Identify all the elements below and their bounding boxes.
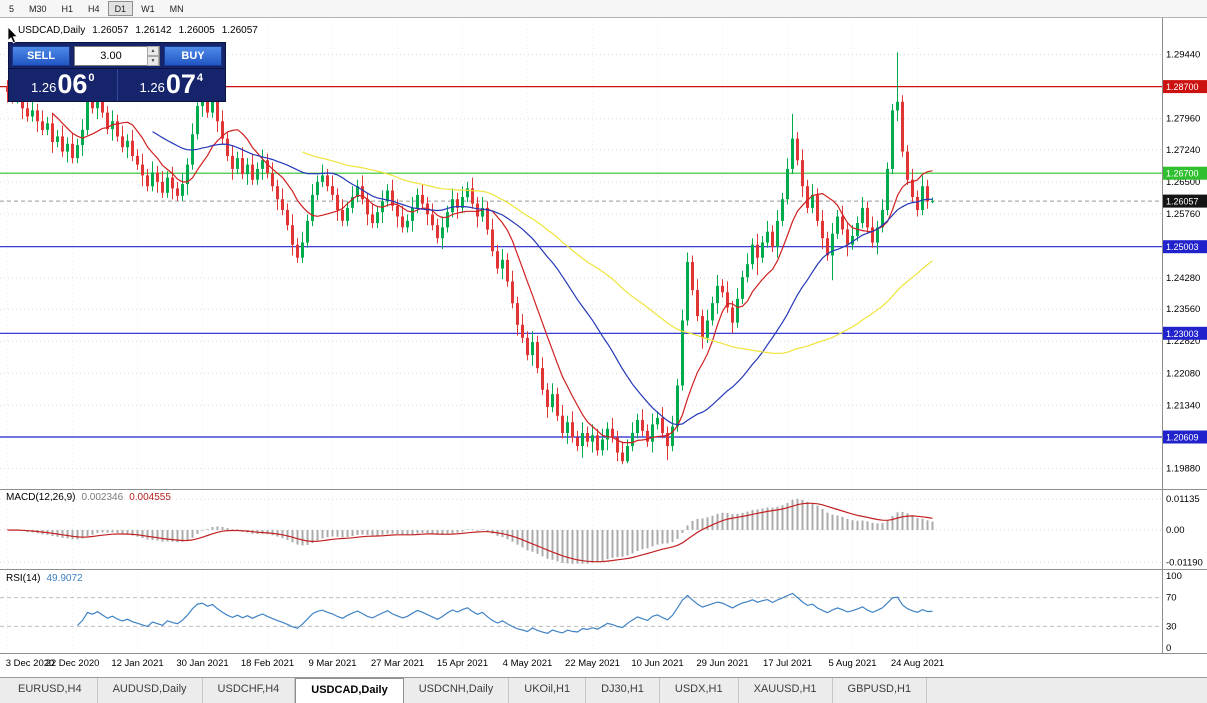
ohlc-high: 1.26142	[135, 25, 172, 36]
svg-text:1.28700: 1.28700	[1166, 82, 1199, 92]
candlesticks	[6, 52, 934, 465]
svg-text:9 Mar 2021: 9 Mar 2021	[308, 658, 356, 669]
timeframe-button-mn[interactable]: MN	[163, 1, 191, 16]
svg-text:12 Jan 2021: 12 Jan 2021	[111, 658, 163, 669]
chart-tab-dj30-h1[interactable]: DJ30,H1	[586, 678, 660, 703]
volume-decrease-button[interactable]: ▼	[147, 56, 159, 66]
timeframe-button-5[interactable]: 5	[2, 1, 21, 16]
rsi-title: RSI(14)	[6, 573, 41, 584]
chart-tab-bar: EURUSD,H4 AUDUSD,Daily USDCHF,H4 USDCAD,Dai…	[0, 677, 1207, 703]
ohlc-close: 1.26057	[221, 25, 258, 36]
sell-button[interactable]: SELL	[12, 46, 70, 66]
svg-text:30 Jan 2021: 30 Jan 2021	[176, 658, 228, 669]
chart-tab-eurusd-h4[interactable]: EURUSD,H4	[3, 678, 98, 703]
buy-price-pips: 07	[165, 69, 196, 99]
svg-text:1.29440: 1.29440	[1166, 50, 1200, 61]
rsi-pane-header: RSI(14) 49.9072	[6, 573, 83, 584]
chart-tab-usdchf-h4[interactable]: USDCHF,H4	[203, 678, 296, 703]
chart-tab-xauusd-h1[interactable]: XAUUSD,H1	[739, 678, 833, 703]
price-divider	[116, 69, 118, 101]
one-click-trading-panel: SELL ▲ ▼ BUY 1.26 06 0 1.26 07 4	[8, 42, 226, 102]
svg-text:4 May 2021: 4 May 2021	[503, 658, 553, 669]
svg-text:17 Jul 2021: 17 Jul 2021	[763, 658, 812, 669]
svg-text:1.26700: 1.26700	[1166, 169, 1199, 179]
buy-button[interactable]: BUY	[164, 46, 222, 66]
svg-text:1.27240: 1.27240	[1166, 145, 1200, 156]
svg-text:22 Dec 2020: 22 Dec 2020	[46, 658, 100, 669]
sell-price-pips: 06	[57, 69, 88, 99]
timeframe-button-d1[interactable]: D1	[107, 1, 134, 16]
svg-text:-0.01190: -0.01190	[1166, 557, 1203, 568]
svg-text:1.20609: 1.20609	[1166, 433, 1199, 443]
macd-signal-value: 0.004555	[129, 492, 171, 503]
chart-tab-ukoil-h1[interactable]: UKOil,H1	[509, 678, 587, 703]
svg-text:1.23560: 1.23560	[1166, 304, 1200, 315]
rsi-value: 49.9072	[46, 573, 83, 584]
svg-text:1.26500: 1.26500	[1166, 177, 1200, 188]
macd-pane	[0, 498, 1162, 564]
svg-text:1.24280: 1.24280	[1166, 273, 1200, 284]
svg-text:0.00: 0.00	[1166, 525, 1185, 536]
svg-text:1.22080: 1.22080	[1166, 368, 1200, 379]
svg-text:1.26057: 1.26057	[1166, 197, 1199, 207]
ohlc-low: 1.26005	[178, 25, 215, 36]
svg-text:1.22820: 1.22820	[1166, 336, 1200, 347]
price-gridlines	[0, 20, 1162, 651]
timeframe-toolbar: 5 M30 H1 H4 D1 W1 MN	[0, 0, 1207, 18]
svg-text:18 Feb 2021: 18 Feb 2021	[241, 658, 294, 669]
macd-pane-header: MACD(12,26,9) 0.002346 0.004555	[6, 492, 171, 503]
svg-text:1.25003: 1.25003	[1166, 242, 1199, 252]
sell-price-base: 1.26	[31, 80, 57, 95]
timeframe-button-h1[interactable]: H1	[55, 1, 81, 16]
svg-text:0.01135: 0.01135	[1166, 494, 1200, 505]
svg-text:10 Jun 2021: 10 Jun 2021	[631, 658, 683, 669]
svg-text:1.21340: 1.21340	[1166, 400, 1200, 411]
volume-input[interactable]	[75, 50, 147, 62]
svg-text:15 Apr 2021: 15 Apr 2021	[437, 658, 488, 669]
chart-tab-audusd-daily[interactable]: AUDUSD,Daily	[98, 678, 203, 703]
svg-text:27 Mar 2021: 27 Mar 2021	[371, 658, 424, 669]
macd-main-value: 0.002346	[81, 492, 124, 503]
mouse-cursor-icon	[7, 27, 19, 44]
volume-field[interactable]: ▲ ▼	[74, 46, 160, 66]
svg-text:1.19880: 1.19880	[1166, 464, 1200, 475]
buy-price[interactable]: 1.26 07 4	[118, 69, 226, 101]
volume-increase-button[interactable]: ▲	[147, 46, 159, 56]
timeframe-button-m30[interactable]: M30	[22, 1, 54, 16]
chart-tab-gbpusd-h1[interactable]: GBPUSD,H1	[833, 678, 928, 703]
svg-text:70: 70	[1166, 593, 1177, 604]
moving-average-lines	[52, 113, 933, 444]
timeframe-button-h4[interactable]: H4	[81, 1, 107, 16]
pane-separators	[0, 18, 1207, 654]
chart-ohlc-header: USDCAD,Daily 1.26057 1.26142 1.26005 1.2…	[18, 25, 258, 36]
macd-title: MACD(12,26,9)	[6, 492, 76, 503]
svg-text:24 Aug 2021: 24 Aug 2021	[891, 658, 944, 669]
sell-price[interactable]: 1.26 06 0	[9, 69, 117, 101]
rsi-pane	[0, 592, 1162, 634]
horizontal-level-lines[interactable]	[0, 85, 1162, 438]
sell-price-point: 0	[88, 72, 95, 84]
svg-text:5 Aug 2021: 5 Aug 2021	[828, 658, 876, 669]
chart-tab-usdcad-daily[interactable]: USDCAD,Daily	[295, 678, 404, 703]
svg-text:0: 0	[1166, 643, 1171, 654]
svg-text:1.23003: 1.23003	[1166, 329, 1199, 339]
chart-symbol-label: USDCAD,Daily	[18, 25, 86, 36]
svg-text:1.27960: 1.27960	[1166, 114, 1200, 125]
svg-text:3 Dec 2020: 3 Dec 2020	[6, 658, 55, 669]
svg-text:29 Jun 2021: 29 Jun 2021	[696, 658, 748, 669]
svg-text:30: 30	[1166, 621, 1177, 632]
svg-text:100: 100	[1166, 571, 1182, 582]
svg-text:1.25760: 1.25760	[1166, 209, 1200, 220]
chart-tab-usdx-h1[interactable]: USDX,H1	[660, 678, 739, 703]
svg-text:22 May 2021: 22 May 2021	[565, 658, 620, 669]
buy-price-base: 1.26	[139, 80, 165, 95]
volume-spinner: ▲ ▼	[147, 46, 159, 66]
chart-tab-usdcnh-daily[interactable]: USDCNH,Daily	[404, 678, 510, 703]
ohlc-open: 1.26057	[92, 25, 129, 36]
timeframe-button-w1[interactable]: W1	[134, 1, 162, 16]
price-axis[interactable]: 1.29440 1.27960 1.27240 1.26500 1.25760 1.242…	[1163, 50, 1207, 654]
buy-price-point: 4	[196, 72, 203, 84]
